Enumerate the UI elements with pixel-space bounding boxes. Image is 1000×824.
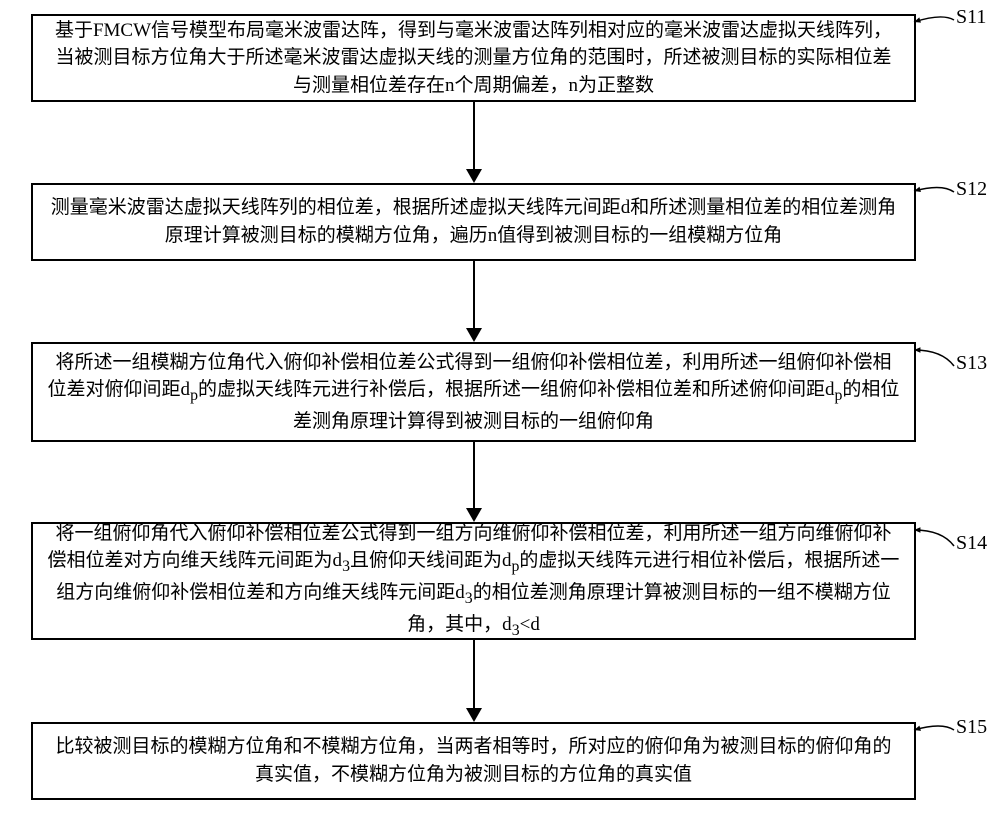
flow-arrow-head: [466, 508, 482, 522]
flowchart-node-s12: 测量毫米波雷达虚拟天线阵列的相位差，根据所述虚拟天线阵元间距d和所述测量相位差的…: [31, 183, 916, 261]
flowchart-node-s11: 基于FMCW信号模型布局毫米波雷达阵，得到与毫米波雷达阵列相对应的毫米波雷达虚拟…: [31, 14, 916, 102]
flowchart-node-s15: 比较被测目标的模糊方位角和不模糊方位角，当两者相等时，所对应的俯仰角为被测目标的…: [31, 722, 916, 800]
flowchart-node-text: 将所述一组模糊方位角代入俯仰补偿相位差公式得到一组俯仰补偿相位差，利用所述一组俯…: [47, 349, 900, 436]
flowchart-node-s14: 将一组俯仰角代入俯仰补偿相位差公式得到一组方向维俯仰补偿相位差，利用所述一组方向…: [31, 522, 916, 640]
label-pointer-s13: [904, 340, 964, 376]
label-pointer-s14: [904, 520, 964, 556]
flow-arrow-head: [466, 708, 482, 722]
flow-arrow-line: [473, 102, 475, 169]
flowchart-node-text: 将一组俯仰角代入俯仰补偿相位差公式得到一组方向维俯仰补偿相位差，利用所述一组方向…: [47, 520, 900, 643]
label-pointer-s15: [904, 720, 964, 740]
label-pointer-s12: [904, 181, 964, 202]
flow-arrow-head: [466, 169, 482, 183]
flowchart-node-s13: 将所述一组模糊方位角代入俯仰补偿相位差公式得到一组俯仰补偿相位差，利用所述一组俯…: [31, 342, 916, 442]
flowchart-node-text: 测量毫米波雷达虚拟天线阵列的相位差，根据所述虚拟天线阵元间距d和所述测量相位差的…: [47, 194, 900, 249]
flow-arrow-line: [473, 261, 475, 328]
flow-arrow-head: [466, 328, 482, 342]
flowchart-node-text: 基于FMCW信号模型布局毫米波雷达阵，得到与毫米波雷达阵列相对应的毫米波雷达虚拟…: [47, 17, 900, 100]
flow-arrow-line: [473, 640, 475, 708]
label-pointer-s11: [904, 10, 964, 32]
flow-arrow-line: [473, 442, 475, 508]
flowchart-node-text: 比较被测目标的模糊方位角和不模糊方位角，当两者相等时，所对应的俯仰角为被测目标的…: [47, 733, 900, 788]
flowchart-canvas: 基于FMCW信号模型布局毫米波雷达阵，得到与毫米波雷达阵列相对应的毫米波雷达虚拟…: [0, 0, 1000, 824]
